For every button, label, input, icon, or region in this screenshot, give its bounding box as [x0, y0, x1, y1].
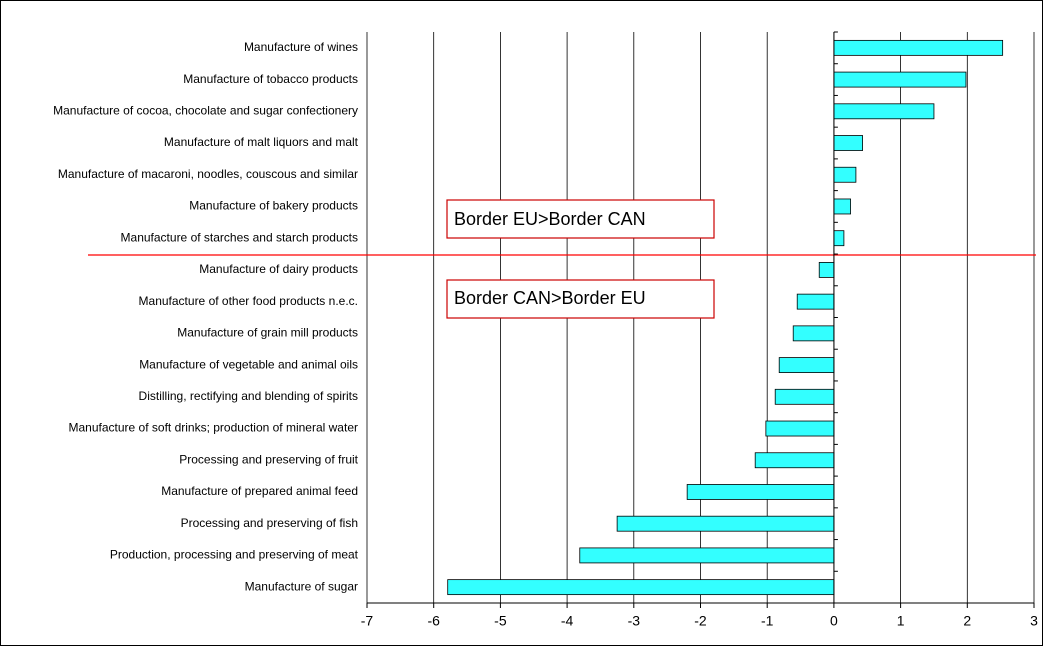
x-tick-label: -5	[494, 613, 507, 629]
y-tick-label: Manufacture of prepared animal feed	[161, 484, 358, 498]
x-tick-label: 1	[897, 613, 905, 629]
y-tick-label: Production, processing and preserving of…	[110, 548, 359, 562]
y-tick-label: Manufacture of macaroni, noodles, cousco…	[58, 167, 358, 181]
bar	[818, 262, 835, 278]
x-tick-label: 0	[830, 613, 838, 629]
bar	[616, 515, 835, 532]
bar	[833, 71, 967, 88]
bar	[754, 452, 835, 469]
annotation-box	[446, 199, 715, 239]
bar	[765, 420, 835, 437]
x-tick-label: -3	[628, 613, 641, 629]
y-tick-label: Manufacture of dairy products	[199, 262, 358, 276]
x-tick-label: -1	[761, 613, 774, 629]
bar	[447, 579, 835, 596]
bar	[833, 198, 851, 215]
y-tick-label: Manufacture of starches and starch produ…	[121, 230, 358, 244]
y-tick-label: Manufacture of cocoa, chocolate and suga…	[53, 103, 358, 117]
y-tick-label: Distilling, rectifying and blending of s…	[139, 389, 358, 403]
x-tick-label: -4	[561, 613, 574, 629]
y-tick-label: Manufacture of bakery products	[189, 199, 358, 213]
bar	[792, 325, 835, 342]
y-tick-label: Manufacture of grain mill products	[177, 326, 358, 340]
bar	[774, 388, 835, 405]
annotation-box	[446, 279, 715, 319]
bar	[833, 230, 845, 247]
x-tick-label: -7	[361, 613, 374, 629]
annotation: Border CAN>Border EU	[454, 288, 646, 308]
bar	[686, 484, 835, 500]
y-tick-label: Manufacture of malt liquors and malt	[164, 135, 359, 149]
bar	[833, 135, 863, 151]
bar	[833, 166, 857, 183]
y-tick-label: Manufacture of wines	[244, 40, 358, 54]
bar	[778, 357, 835, 373]
bar	[796, 293, 835, 310]
bar	[579, 547, 835, 564]
x-tick-label: -6	[427, 613, 440, 629]
y-tick-label: Manufacture of soft drinks; production o…	[69, 421, 358, 435]
bar	[833, 39, 1004, 56]
x-tick-label: -2	[694, 613, 707, 629]
y-tick-label: Manufacture of sugar	[245, 579, 358, 593]
y-tick-label: Processing and preserving of fish	[181, 516, 358, 530]
x-tick-label: 2	[963, 613, 971, 629]
bar	[833, 103, 935, 120]
annotation: Border EU>Border CAN	[454, 209, 646, 229]
x-tick-label: 3	[1030, 613, 1038, 629]
y-tick-label: Manufacture of other food products n.e.c…	[139, 294, 358, 308]
y-tick-label: Manufacture of tobacco products	[183, 72, 358, 86]
y-tick-label: Processing and preserving of fruit	[179, 452, 358, 466]
y-tick-label: Manufacture of vegetable and animal oils	[139, 357, 358, 371]
